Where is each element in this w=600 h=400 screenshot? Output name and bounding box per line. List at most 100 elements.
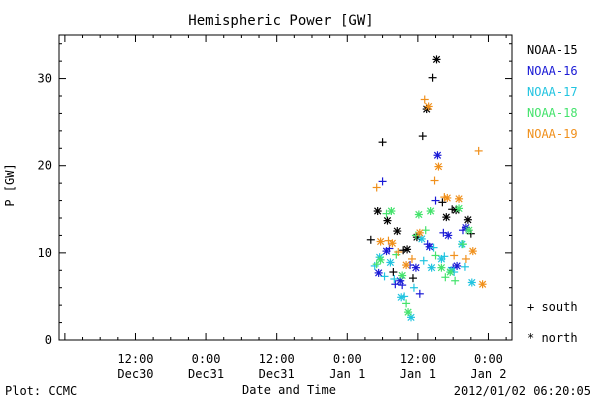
data-point: [370, 261, 379, 270]
data-point: [372, 183, 381, 192]
data-point: [426, 207, 435, 216]
data-point: [411, 263, 420, 272]
data-point: [387, 207, 396, 216]
data-point: [415, 228, 424, 237]
data-points: [366, 55, 487, 322]
data-point: [402, 299, 411, 308]
data-point: [391, 280, 400, 289]
data-point: [398, 271, 407, 280]
data-point: [451, 276, 460, 285]
data-point: [432, 55, 441, 64]
data-point: [450, 251, 459, 260]
x-tick-label: 12:00: [400, 352, 436, 366]
data-point: [442, 213, 451, 222]
data-point: [429, 243, 438, 252]
x-tick-label: 0:00: [474, 352, 503, 366]
data-point: [376, 237, 385, 246]
legend-item: NOAA-18: [527, 106, 578, 120]
data-point: [427, 263, 436, 272]
x-axis-label: Date and Time: [242, 383, 336, 397]
y-tick-label: 20: [38, 159, 52, 173]
data-point: [420, 95, 429, 104]
marker-legend-item: * north: [527, 331, 578, 345]
data-point: [428, 73, 437, 82]
x-tick-date-label: Jan 2: [470, 367, 506, 381]
data-point: [382, 247, 391, 256]
data-point: [468, 247, 477, 256]
x-tick-date-label: Dec30: [117, 367, 153, 381]
data-point: [404, 308, 413, 317]
data-point: [407, 254, 416, 263]
data-point: [455, 204, 464, 213]
data-point: [408, 274, 417, 283]
data-point: [474, 146, 483, 155]
data-point: [409, 283, 418, 292]
data-point: [372, 260, 381, 269]
data-point: [402, 261, 411, 270]
data-point: [463, 215, 472, 224]
x-tick-date-label: Dec31: [188, 367, 224, 381]
data-point: [438, 198, 447, 207]
data-point: [419, 256, 428, 265]
data-point: [460, 262, 469, 271]
data-point: [458, 240, 467, 249]
data-point: [373, 207, 382, 216]
data-point: [417, 234, 426, 243]
data-point: [403, 245, 412, 254]
data-point: [431, 251, 440, 260]
data-point: [397, 293, 406, 302]
data-point: [431, 196, 440, 205]
data-point: [393, 227, 402, 236]
data-point: [441, 273, 450, 282]
data-point: [466, 229, 475, 238]
data-point: [378, 138, 387, 147]
x-tick-date-label: Jan 1: [400, 367, 436, 381]
data-point: [443, 193, 452, 202]
data-point: [453, 261, 462, 270]
data-point: [374, 268, 383, 277]
legend-item: NOAA-15: [527, 43, 578, 57]
data-point: [434, 162, 443, 171]
legend-item: NOAA-19: [527, 127, 578, 141]
data-point: [467, 278, 476, 287]
data-point: [444, 231, 453, 240]
legend-item: NOAA-17: [527, 85, 578, 99]
y-tick-label: 0: [45, 333, 52, 347]
data-point: [461, 254, 470, 263]
y-tick-label: 30: [38, 72, 52, 86]
x-tick-date-label: Dec31: [259, 367, 295, 381]
data-point: [437, 254, 446, 263]
x-tick-label: 0:00: [192, 352, 221, 366]
plot-credit: Plot: CCMC: [5, 384, 78, 398]
data-point: [424, 102, 433, 111]
marker-legend-item: + south: [527, 300, 578, 314]
data-point: [433, 151, 442, 160]
data-point: [386, 258, 395, 267]
data-point: [464, 226, 473, 235]
data-point: [378, 177, 387, 186]
data-point: [366, 235, 375, 244]
data-point: [389, 268, 398, 277]
x-tick-label: 12:00: [259, 352, 295, 366]
chart-title: Hemispheric Power [GW]: [188, 13, 373, 29]
data-point: [414, 210, 423, 219]
data-point: [390, 275, 399, 283]
y-tick-label: 10: [38, 246, 52, 260]
data-point: [415, 289, 424, 298]
data-point: [394, 247, 403, 256]
x-tick-label: 12:00: [117, 352, 153, 366]
data-point: [455, 194, 464, 203]
data-point: [383, 216, 392, 225]
data-point: [437, 263, 446, 272]
data-point: [446, 268, 455, 277]
x-tick-label: 0:00: [333, 352, 362, 366]
data-point: [380, 272, 389, 281]
data-point: [376, 255, 385, 264]
data-point: [418, 132, 427, 141]
legend-item: NOAA-16: [527, 64, 578, 78]
y-axis-label: P [GW]: [3, 163, 17, 206]
data-point: [388, 239, 397, 248]
x-tick-date-label: Jan 1: [329, 367, 365, 381]
data-point: [430, 176, 439, 185]
